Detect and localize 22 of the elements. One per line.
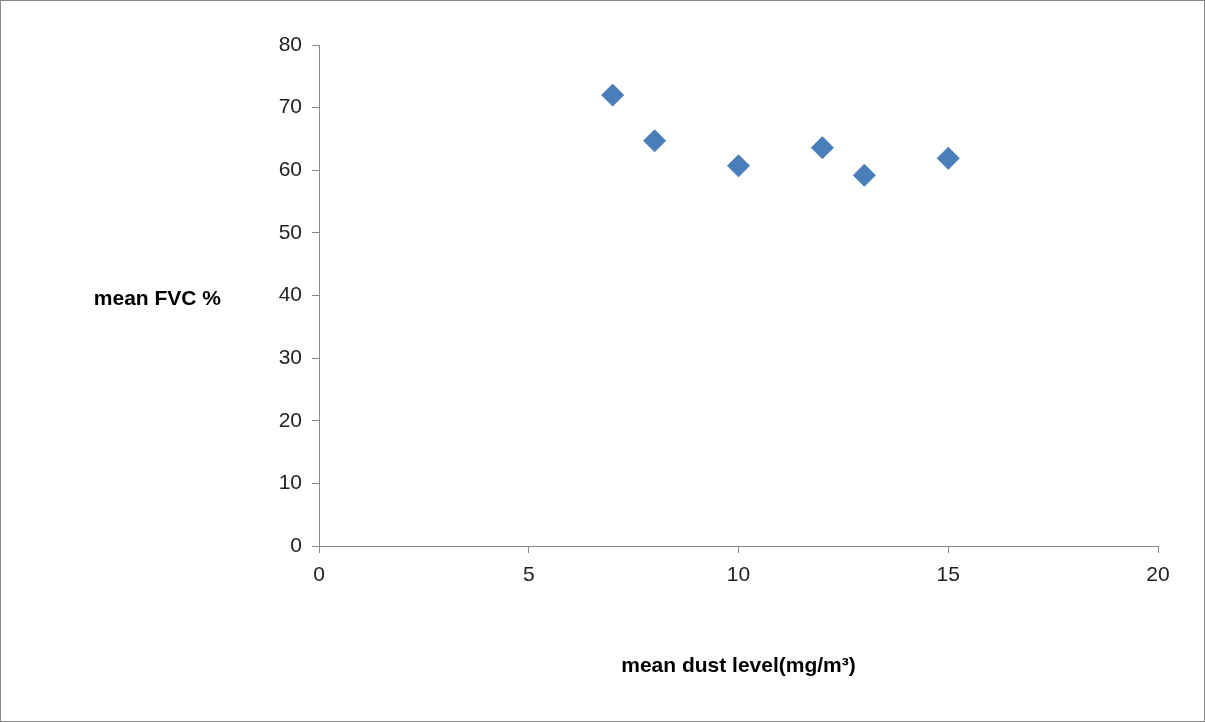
y-tick-label: 50 [278, 219, 302, 243]
point [643, 129, 667, 153]
y-axis-title: mean FVC % [93, 286, 222, 310]
x-tick-label: 10 [726, 562, 751, 586]
y-tick-label: 30 [278, 344, 302, 368]
x-tick-label: 20 [1146, 562, 1170, 586]
point [727, 154, 750, 178]
point [810, 136, 834, 160]
x-tick-label: 0 [313, 562, 325, 586]
y-tick-label: 40 [278, 282, 302, 306]
point [852, 163, 876, 187]
y-tick-label: 20 [278, 407, 302, 431]
y-tick-label: 10 [278, 470, 302, 494]
y-tick-label: 80 [278, 31, 302, 55]
y-tick-label: 0 [290, 532, 302, 556]
x-tick-label: 5 [522, 562, 535, 586]
x-axis-title: mean dust level(mg/m³) [621, 652, 856, 676]
y-tick-label: 60 [278, 157, 302, 181]
point [936, 146, 960, 170]
point [601, 83, 625, 107]
x-tick-label: 15 [936, 562, 960, 586]
y-tick-label: 70 [278, 94, 302, 118]
